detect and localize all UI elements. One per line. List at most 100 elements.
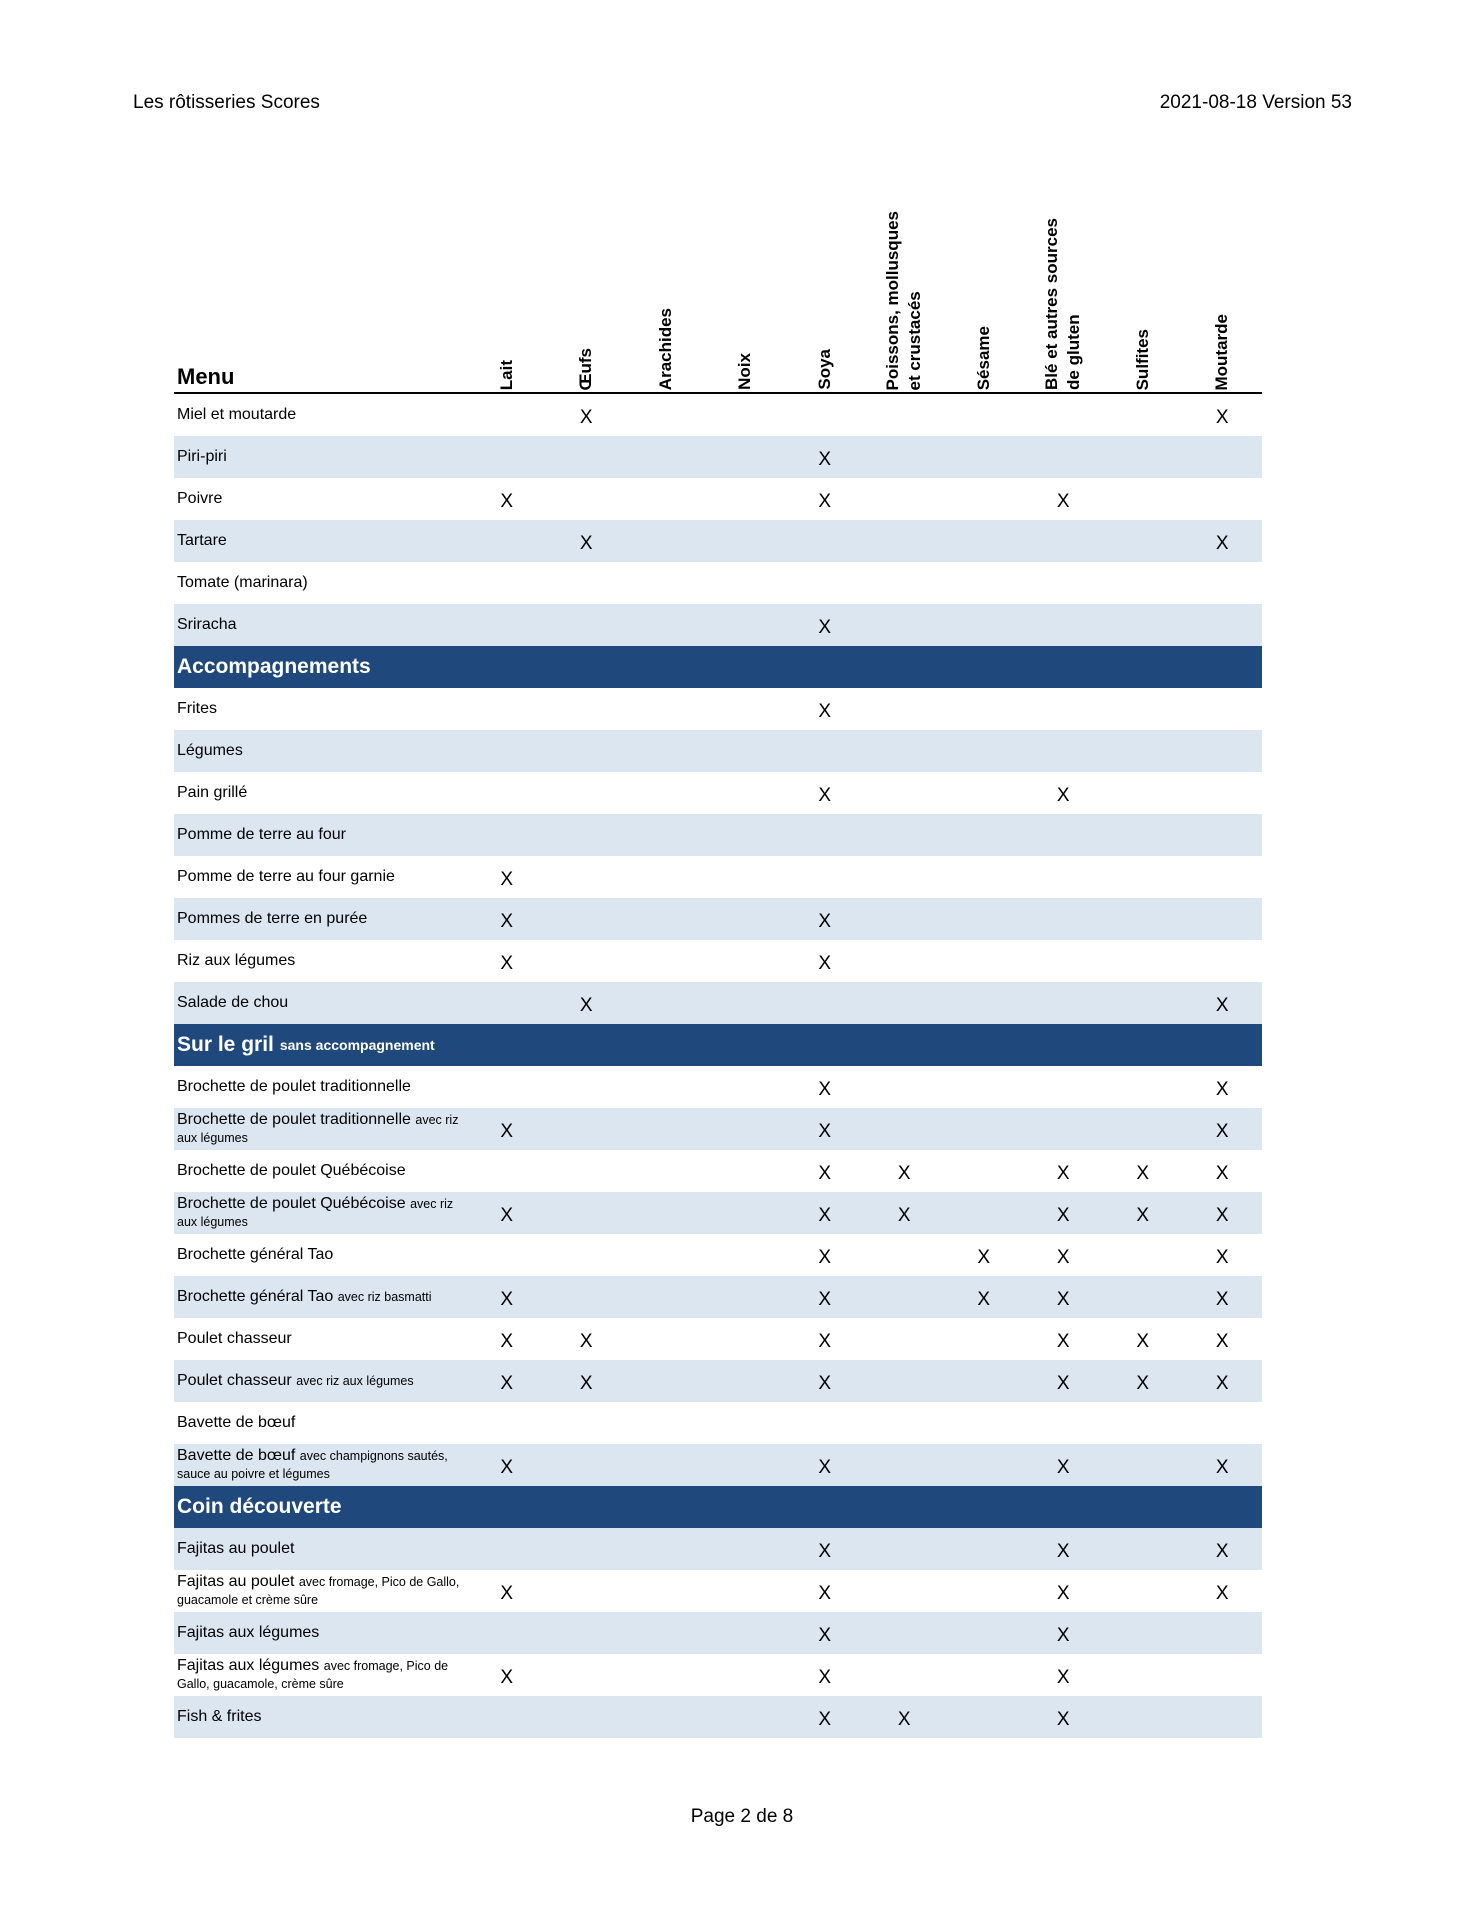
table-row: Bavette de bœuf [174, 1402, 1262, 1444]
allergen-mark: X [500, 491, 514, 512]
allergen-mark: X [818, 701, 832, 722]
allergen-mark [1024, 412, 1104, 418]
allergen-mark: X [1136, 1163, 1150, 1184]
allergen-mark [1103, 874, 1183, 880]
allergen-mark [1103, 1420, 1183, 1426]
column-header-label: Poissons, mollusques et crustacés [883, 210, 925, 391]
column-header-menu: Menu [174, 170, 467, 392]
allergen-mark [865, 1420, 945, 1426]
allergen-mark [1103, 496, 1183, 502]
column-header-label: Œufs [576, 347, 596, 391]
menu-item-name: Frites [174, 700, 467, 718]
allergen-mark [626, 1714, 706, 1720]
allergen-mark [626, 1336, 706, 1342]
allergen-mark [1103, 1462, 1183, 1468]
menu-item-name: Bavette de bœuf avec champignons sautés,… [174, 1447, 467, 1483]
allergen-mark [547, 1546, 627, 1552]
allergen-mark [467, 580, 547, 586]
allergen-mark [626, 1168, 706, 1174]
menu-item-label: Poulet chasseur [177, 1372, 292, 1389]
allergen-mark [626, 958, 706, 964]
allergen-mark: X [1056, 1373, 1070, 1394]
allergen-mark [1103, 832, 1183, 838]
column-header-label: Soya [814, 349, 834, 390]
allergen-mark [706, 1084, 786, 1090]
allergen-mark: X [500, 1289, 514, 1310]
allergen-mark [626, 832, 706, 838]
allergen-mark [1103, 1714, 1183, 1720]
menu-item-name: Brochette général Tao [174, 1246, 467, 1264]
allergen-mark [547, 1588, 627, 1594]
allergen-mark [1103, 790, 1183, 796]
menu-item-detail: avec fromage, Pico de Gallo, guacamole e… [177, 1575, 460, 1607]
menu-item-label: Riz aux légumes [177, 952, 296, 969]
allergen-mark [865, 1462, 945, 1468]
column-header: Noix [706, 170, 786, 392]
allergen-mark [865, 706, 945, 712]
allergen-mark: X [1056, 1247, 1070, 1268]
allergen-mark [626, 1546, 706, 1552]
table-row: Miel et moutarde X X [174, 394, 1262, 436]
allergen-mark [865, 1084, 945, 1090]
allergen-mark [547, 496, 627, 502]
allergen-mark [944, 454, 1024, 460]
menu-item-label: Tomate (marinara) [177, 574, 308, 591]
allergen-mark [944, 1462, 1024, 1468]
allergen-mark: X [500, 1121, 514, 1142]
allergen-mark [706, 622, 786, 628]
allergen-mark: X [818, 953, 832, 974]
column-header: Œufs [547, 170, 627, 392]
allergen-mark [785, 1000, 865, 1006]
menu-item-name: Fish & frites [174, 1708, 467, 1726]
allergen-mark: X [579, 995, 593, 1016]
allergen-mark: X [818, 491, 832, 512]
menu-label: Menu [177, 364, 235, 389]
allergen-mark [785, 538, 865, 544]
allergen-mark [944, 1588, 1024, 1594]
allergen-mark: X [1056, 1205, 1070, 1226]
allergen-mark: X [500, 1373, 514, 1394]
allergen-mark [1024, 1084, 1104, 1090]
allergen-mark: X [1056, 785, 1070, 806]
menu-item-detail: avec champignons sautés, sauce au poivre… [177, 1449, 448, 1481]
allergen-mark [865, 1546, 945, 1552]
allergen-mark [865, 1252, 945, 1258]
allergen-mark [706, 1420, 786, 1426]
section-title: Accompagnements [177, 655, 371, 678]
allergen-mark [547, 1168, 627, 1174]
allergen-mark [547, 1252, 627, 1258]
allergen-mark [547, 748, 627, 754]
menu-item-name: Brochette de poulet traditionnelle avec … [174, 1111, 467, 1147]
allergen-mark [865, 580, 945, 586]
allergen-mark [944, 1378, 1024, 1384]
page-number: Page 2 de 8 [690, 1806, 794, 1827]
allergen-mark: X [818, 1205, 832, 1226]
allergen-mark: X [897, 1709, 911, 1730]
menu-item-label: Pomme de terre au four garnie [177, 868, 395, 885]
allergen-mark [944, 1126, 1024, 1132]
allergen-mark [547, 1420, 627, 1426]
menu-item-label: Brochette général Tao [177, 1288, 334, 1305]
allergen-mark [467, 1252, 547, 1258]
allergen-mark [1024, 538, 1104, 544]
allergen-mark: X [818, 1247, 832, 1268]
table-row: Fajitas aux légumes avec fromage, Pico d… [174, 1654, 1262, 1696]
allergen-mark: X [579, 1331, 593, 1352]
allergen-mark [1103, 580, 1183, 586]
column-header-label: Arachides [655, 307, 675, 390]
table-row: Sriracha X [174, 604, 1262, 646]
allergen-mark [706, 1168, 786, 1174]
menu-item-name: Pomme de terre au four [174, 826, 467, 844]
allergen-mark [467, 1168, 547, 1174]
allergen-mark: X [500, 1331, 514, 1352]
allergen-mark [785, 748, 865, 754]
allergen-mark: X [1136, 1205, 1150, 1226]
allergen-mark [706, 1294, 786, 1300]
allergen-mark [626, 1630, 706, 1636]
menu-item-name: Piri-piri [174, 448, 467, 466]
allergen-mark [1024, 874, 1104, 880]
allergen-mark [865, 916, 945, 922]
allergen-mark [944, 958, 1024, 964]
menu-item-name: Fajitas aux légumes avec fromage, Pico d… [174, 1657, 467, 1693]
allergen-mark [1183, 874, 1263, 880]
